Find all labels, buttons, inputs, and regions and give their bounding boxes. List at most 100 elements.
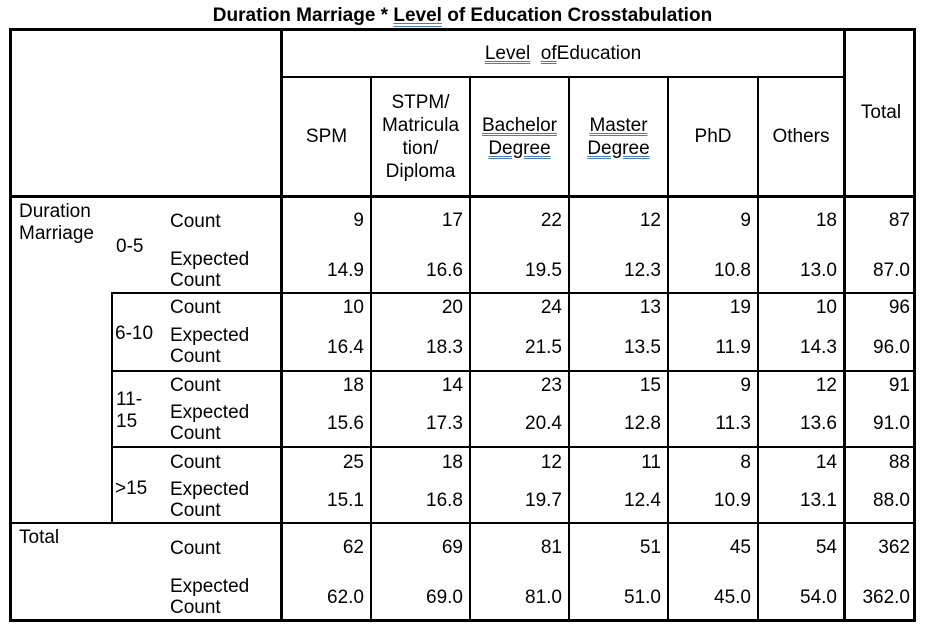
- expected-count-cell: 62.0: [327, 587, 364, 608]
- count-cell: 91: [888, 375, 910, 396]
- row-variable-label: Duration Marriage: [19, 201, 94, 244]
- count-cell: 9: [740, 375, 751, 396]
- expected-count-cell: 69.0: [426, 587, 463, 608]
- expected-count-cell: 14.3: [800, 337, 837, 358]
- expected-count-cell: 13.0: [800, 260, 837, 281]
- expected-count-cell: 96.0: [873, 337, 910, 358]
- expected-count-cell: 16.6: [426, 260, 463, 281]
- header-level-of-education: Level of Education: [283, 30, 843, 76]
- count-cell: 23: [540, 375, 562, 396]
- count-cell: 51: [639, 537, 661, 558]
- count-cell: 18: [815, 210, 837, 231]
- stat-label-expected: Expected Count: [170, 402, 250, 444]
- group-label-0-5: 0-5: [116, 236, 144, 257]
- count-cell: 14: [815, 452, 837, 473]
- col-header-spm: SPM: [305, 126, 348, 147]
- col-header-stpm: STPM/ Matricula tion/ Diploma: [381, 91, 460, 182]
- expected-count-cell: 11.9: [715, 337, 751, 358]
- expected-count-cell: 13.6: [800, 413, 837, 434]
- expected-count-cell: 54.0: [800, 587, 837, 608]
- table-title: Duration Marriage * Level of Education C…: [0, 4, 925, 28]
- crosstab-table: [9, 28, 916, 622]
- count-cell: 9: [740, 210, 751, 231]
- stat-label-count: Count: [170, 538, 221, 559]
- group-label-6-10: 6-10: [115, 323, 154, 344]
- expected-count-cell: 19.7: [525, 490, 562, 511]
- count-cell: 14: [441, 375, 463, 396]
- stat-label-expected: Expected Count: [170, 325, 250, 367]
- col-header-others: Others: [772, 126, 830, 147]
- count-cell: 62: [342, 537, 364, 558]
- count-cell: 18: [342, 375, 364, 396]
- stat-label-count: Count: [170, 297, 221, 318]
- count-cell: 10: [342, 297, 364, 318]
- expected-count-cell: 87.0: [873, 260, 910, 281]
- count-cell: 12: [639, 210, 661, 231]
- header-education-word: Education: [556, 42, 642, 64]
- count-cell: 87: [888, 210, 910, 231]
- count-cell: 12: [540, 452, 562, 473]
- title-suffix: Education Crosstabulation: [465, 5, 713, 26]
- count-cell: 45: [729, 537, 751, 558]
- expected-count-cell: 13.5: [624, 337, 661, 358]
- expected-count-cell: 15.1: [327, 490, 364, 511]
- title-prefix: Duration Marriage *: [212, 5, 394, 26]
- count-cell: 88: [888, 452, 910, 473]
- total-row-label: Total: [19, 527, 60, 548]
- count-cell: 54: [815, 537, 837, 558]
- expected-count-cell: 21.5: [525, 337, 562, 358]
- count-cell: 8: [740, 452, 751, 473]
- count-cell: 12: [815, 375, 837, 396]
- expected-count-cell: 16.8: [426, 490, 463, 511]
- header-of-word: of: [540, 42, 557, 64]
- count-cell: 11: [641, 452, 661, 473]
- count-cell: 9: [353, 210, 364, 231]
- count-cell: 19: [729, 297, 751, 318]
- group-label-over-15: >15: [115, 478, 148, 499]
- expected-count-cell: 81.0: [525, 587, 562, 608]
- expected-count-cell: 16.4: [327, 337, 364, 358]
- expected-count-cell: 45.0: [714, 587, 751, 608]
- expected-count-cell: 11.3: [715, 413, 751, 434]
- count-cell: 15: [639, 375, 661, 396]
- header-level-word: Level: [484, 42, 531, 64]
- expected-count-cell: 12.3: [624, 260, 661, 281]
- count-cell: 25: [342, 452, 364, 473]
- col-header-total: Total: [860, 102, 902, 123]
- stat-label-expected: Expected Count: [170, 249, 250, 291]
- count-cell: 18: [441, 452, 463, 473]
- count-cell: 362: [878, 537, 910, 558]
- count-cell: 81: [540, 537, 562, 558]
- expected-count-cell: 88.0: [873, 490, 910, 511]
- count-cell: 17: [441, 210, 463, 231]
- expected-count-cell: 10.8: [714, 260, 751, 281]
- expected-count-cell: 20.4: [525, 413, 562, 434]
- count-cell: 13: [639, 297, 661, 318]
- col-header-bachelor: Bachelor Degree: [482, 114, 557, 159]
- group-label-11-15: 11-15: [116, 389, 143, 432]
- expected-count-cell: 13.1: [800, 490, 837, 511]
- count-cell: 96: [888, 297, 910, 318]
- stat-label-expected: Expected Count: [170, 479, 250, 521]
- expected-count-cell: 10.9: [714, 490, 751, 511]
- title-level: Level: [393, 5, 442, 26]
- expected-count-cell: 12.4: [624, 490, 661, 511]
- expected-count-cell: 15.6: [327, 413, 364, 434]
- count-cell: 24: [540, 297, 562, 318]
- expected-count-cell: 12.8: [624, 413, 661, 434]
- expected-count-cell: 17.3: [426, 413, 463, 434]
- stat-label-count: Count: [170, 211, 221, 232]
- col-header-master: Master Degree: [587, 114, 650, 159]
- count-cell: 69: [441, 537, 463, 558]
- col-header-phd: PhD: [694, 126, 732, 147]
- title-of: of: [447, 5, 466, 26]
- count-cell: 20: [441, 297, 463, 318]
- count-cell: 10: [815, 297, 837, 318]
- expected-count-cell: 18.3: [426, 337, 463, 358]
- expected-count-cell: 51.0: [624, 587, 661, 608]
- stat-label-count: Count: [170, 375, 221, 396]
- stat-label-count: Count: [170, 452, 221, 473]
- expected-count-cell: 14.9: [327, 260, 364, 281]
- expected-count-cell: 91.0: [873, 413, 910, 434]
- expected-count-cell: 362.0: [862, 587, 910, 608]
